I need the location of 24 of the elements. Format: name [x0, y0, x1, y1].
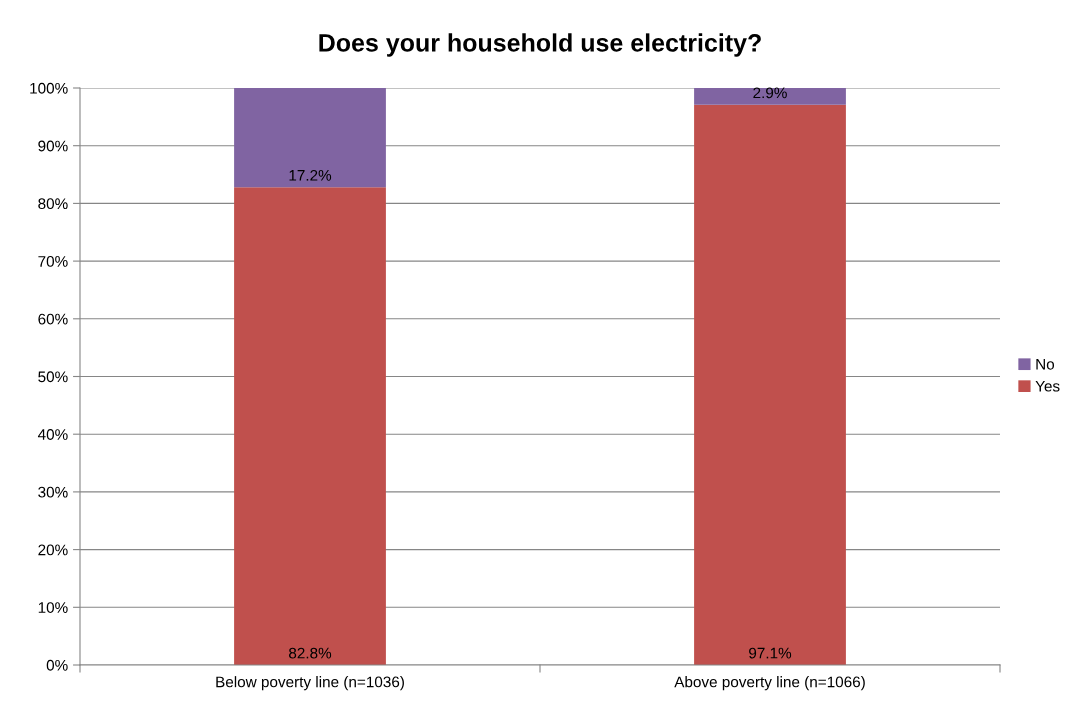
x-tick-label: Below poverty line (n=1036) [216, 676, 404, 691]
chart-title: Does your household use electricity? [319, 33, 761, 57]
y-tick-label: 100% [30, 82, 68, 94]
legend-label: No [1036, 359, 1055, 370]
y-tick-label: 30% [38, 486, 68, 498]
x-tick-label: Above poverty line (n=1066) [674, 676, 865, 691]
y-tick-label: 60% [38, 313, 68, 325]
data-label: 82.8% [289, 647, 332, 659]
bar [694, 104, 846, 665]
y-tick-label: 10% [38, 602, 68, 613]
data-label: 17.2% [289, 169, 332, 181]
y-tick-label: 20% [38, 544, 68, 556]
y-tick-label: 40% [37, 429, 68, 440]
legend-label: Yes [1035, 380, 1060, 392]
y-tick-label: 0% [46, 659, 68, 671]
data-label: 97.1% [749, 647, 792, 659]
y-tick-label: 80% [38, 198, 68, 210]
data-label: 2.9% [753, 87, 787, 99]
y-tick-label: 50% [38, 371, 68, 383]
bar [234, 88, 386, 188]
y-tick-label: 70% [38, 255, 68, 267]
bar [234, 187, 386, 665]
bar [694, 88, 846, 105]
y-tick-label: 90% [38, 140, 68, 152]
